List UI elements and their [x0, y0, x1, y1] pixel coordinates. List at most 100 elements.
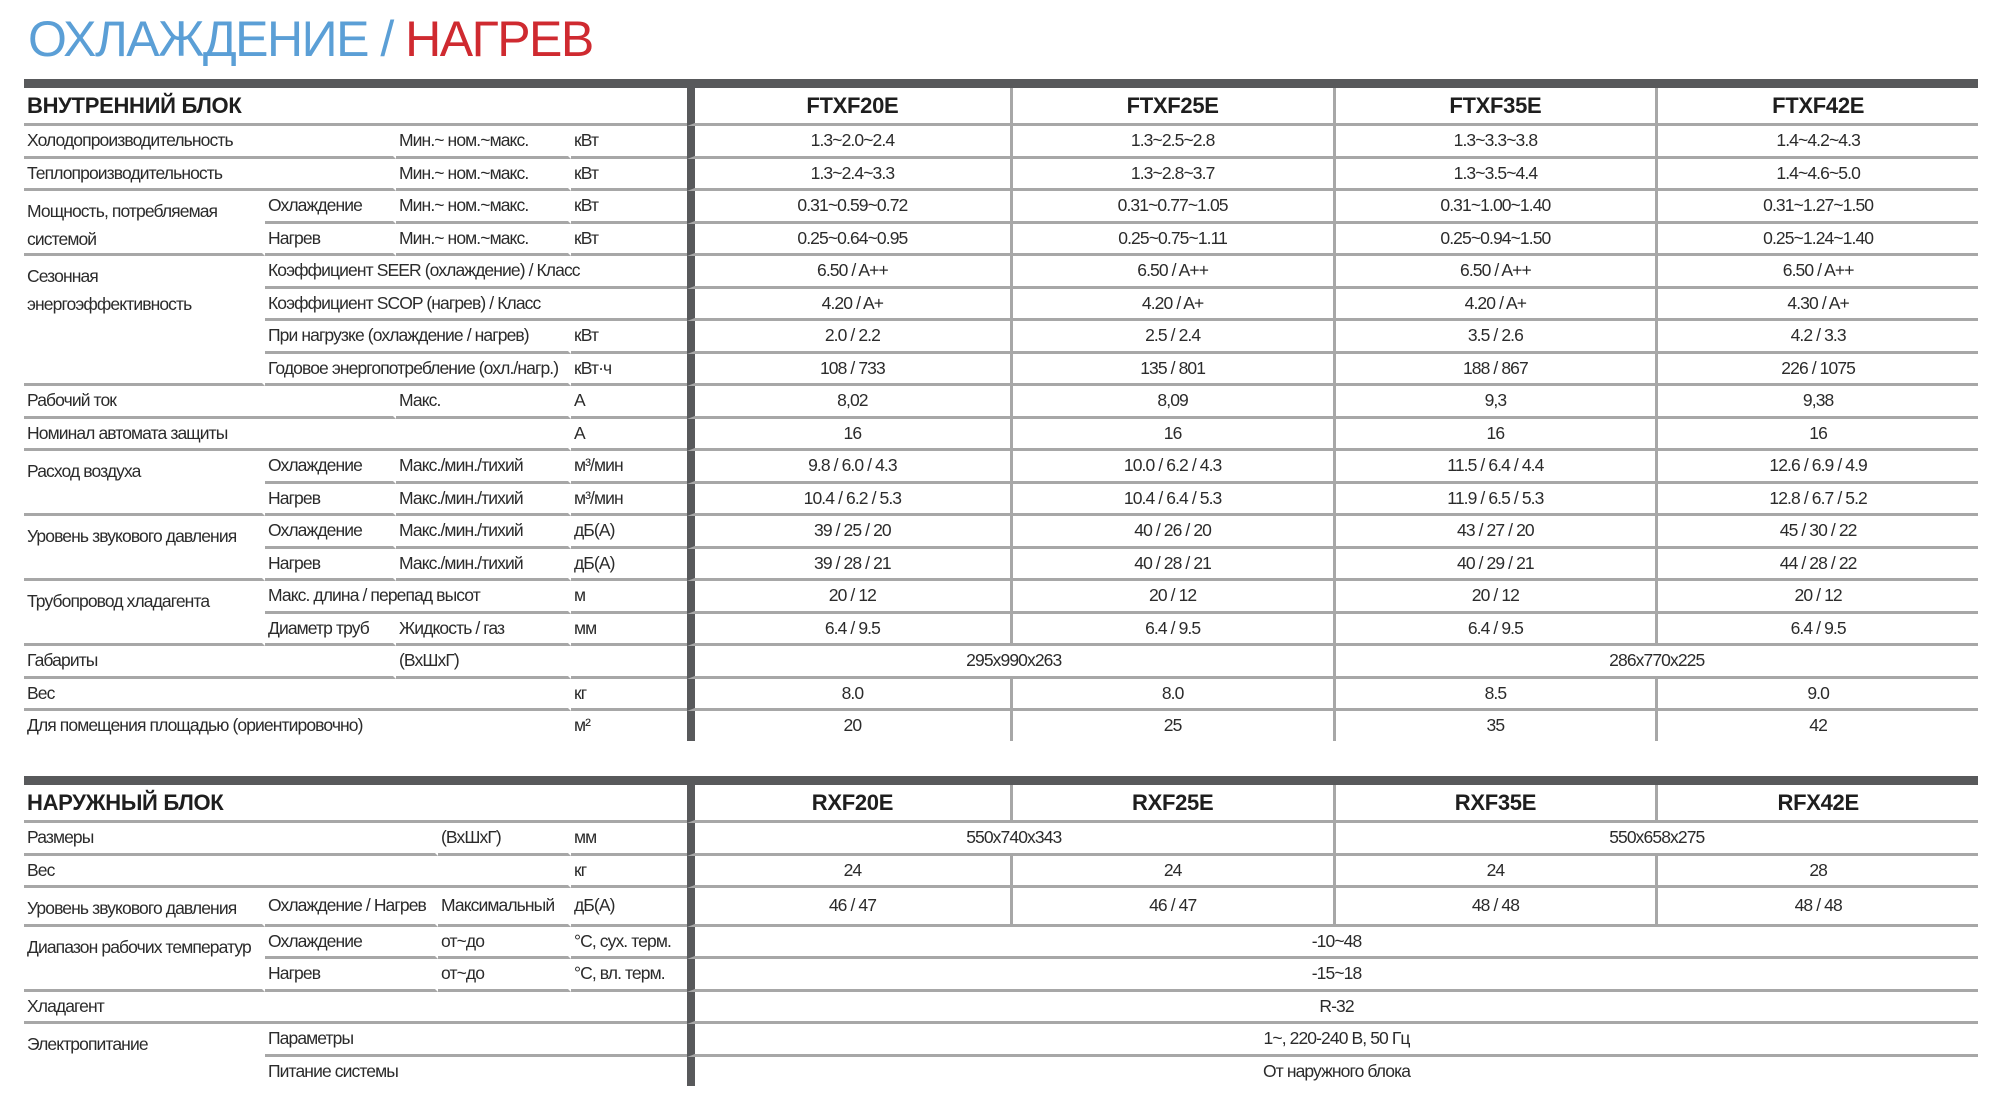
table-row: Диапазон рабочих температур Охлаждение от~…	[24, 926, 1979, 992]
value-cell: 9.0	[1655, 678, 1979, 711]
table-row: Нагрев от~до °C, вл. терм. -15~18	[24, 959, 1979, 992]
unit-label	[571, 646, 688, 679]
header-row: НАРУЖНЫЙ БЛОК RXF20E RXF25E RXF35E RFX42E	[24, 785, 1979, 823]
value-cell: 9,3	[1332, 386, 1656, 419]
value-cell: 226 / 1075	[1655, 353, 1979, 386]
value-cell: 6.50 / A++	[1332, 256, 1656, 289]
value-cell: 4.20 / A+	[1009, 288, 1333, 321]
group-label: Сезонная энергоэффективность	[24, 256, 265, 386]
value-cell: 1~, 220-240 В, 50 Гц	[687, 1024, 1979, 1057]
outdoor-spec-table: НАРУЖНЫЙ БЛОК RXF20E RXF25E RXF35E RFX42E Раз…	[24, 785, 1979, 1086]
value-cell: 48 / 48	[1332, 888, 1656, 927]
value-cell: 6.50 / A++	[687, 256, 1010, 289]
unit-label: мм	[571, 823, 688, 856]
qualifier-label: (ВхШхГ)	[438, 823, 571, 856]
qualifier-label: Макс./мин./тихий	[396, 451, 571, 484]
value-cell: 25	[1009, 711, 1333, 741]
value-cell: 188 / 867	[1332, 353, 1656, 386]
value-cell: -10~48	[687, 926, 1979, 959]
unit-label: м³/мин	[571, 484, 688, 516]
qualifier-label: Мин.~ ном.~макс.	[396, 126, 571, 159]
value-cell: 9.8 / 6.0 / 4.3	[687, 451, 1010, 484]
value-cell: 135 / 801	[1009, 353, 1333, 386]
qualifier-label: Максимальный	[438, 888, 571, 927]
model-name: FTXF25E	[1009, 88, 1333, 126]
table-row: Нагрев Макс./мин./тихий дБ(А) 39 / 28 / 21 4…	[24, 548, 1979, 581]
table-row: Трубопровод хладагента Макс. длина / пере…	[24, 581, 1979, 646]
unit-label: кВт	[571, 191, 688, 224]
value-cell: 0.25~0.75~1.11	[1009, 223, 1333, 256]
value-cell: 1.3~2.5~2.8	[1009, 126, 1333, 159]
value-cell: 16	[1332, 418, 1656, 451]
section-bar	[24, 79, 1978, 88]
param-label: Размеры	[24, 823, 438, 856]
table-row: Нагрев Макс./мин./тихий м³/мин 10.4 / 6.2 /…	[24, 483, 1979, 516]
value-cell: 8.0	[687, 678, 1010, 711]
value-cell: 6.4 / 9.5	[1332, 613, 1656, 646]
value-cell: 40 / 29 / 21	[1332, 548, 1656, 581]
value-cell: 45 / 30 / 22	[1655, 516, 1979, 549]
value-cell: 8.5	[1332, 678, 1656, 711]
value-cell: 48 / 48	[1655, 888, 1979, 927]
value-cell: 1.4~4.2~4.3	[1655, 126, 1979, 159]
sub-label: Диаметр труб	[265, 613, 396, 646]
sub-label: Коэффициент SEER (охлаждение) / Класс	[265, 256, 688, 289]
table-row: Вес кг 24 24 24 28	[24, 855, 1979, 888]
value-cell: 24	[687, 855, 1010, 888]
sub-label: Нагрев	[265, 483, 396, 516]
outdoor-unit-section: НАРУЖНЫЙ БЛОК RXF20E RXF25E RXF35E RFX42E Раз…	[24, 776, 1979, 1086]
table-row: Нагрев Мин.~ ном.~макс. кВт 0.25~0.64~0.95 0…	[24, 223, 1979, 256]
sub-label: Коэффициент SCOP (нагрев) / Класс	[265, 289, 688, 321]
model-name: RXF20E	[687, 785, 1010, 823]
value-cell: 46 / 47	[687, 888, 1010, 927]
unit-label: дБ(А)	[571, 549, 688, 581]
value-cell: 1.3~3.3~3.8	[1332, 126, 1656, 159]
sub-label: Охлаждение	[265, 926, 438, 959]
value-cell: 43 / 27 / 20	[1332, 516, 1656, 549]
table-row: Вес кг 8.0 8.0 8.5 9.0	[24, 678, 1979, 711]
value-cell: 39 / 28 / 21	[687, 548, 1010, 581]
sub-label: Охлаждение	[265, 451, 396, 484]
group-label: Диапазон рабочих температур	[24, 926, 265, 992]
value-cell: 286x770x225	[1332, 646, 1979, 679]
value-cell: 39 / 25 / 20	[687, 516, 1010, 549]
value-cell: 35	[1332, 711, 1656, 741]
unit-label: кВт	[571, 159, 688, 191]
table-row: Для помещения площадью (ориентировочно) м…	[24, 711, 1978, 741]
value-cell: -15~18	[687, 959, 1979, 992]
value-cell: R-32	[687, 991, 1979, 1024]
table-row: Коэффициент SCOP (нагрев) / Класс 4.20 / …	[24, 288, 1979, 321]
model-name: RFX42E	[1655, 785, 1979, 823]
table-row: Уровень звукового давления Охлаждение / Н…	[24, 888, 1979, 927]
qualifier-label: от~до	[438, 959, 571, 992]
value-cell: 44 / 28 / 22	[1655, 548, 1979, 581]
value-cell: 12.8 / 6.7 / 5.2	[1655, 483, 1979, 516]
indoor-unit-section: ВНУТРЕННИЙ БЛОК FTXF20E FTXF25E FTXF35E FTXF…	[24, 79, 1979, 741]
value-cell: 6.50 / A++	[1009, 256, 1333, 289]
value-cell: 20	[687, 711, 1010, 741]
group-label: Уровень звукового давления	[24, 516, 265, 581]
value-cell: 8,09	[1009, 386, 1333, 419]
unit-label: кг	[571, 856, 688, 888]
unit-label: м³/мин	[571, 451, 688, 484]
sub-label: Охлаждение / Нагрев	[265, 888, 438, 927]
value-cell: 295x990x263	[687, 646, 1333, 679]
qualifier-label: Макс./мин./тихий	[396, 516, 571, 549]
sub-label: Нагрев	[265, 548, 396, 581]
value-cell: 10.0 / 6.2 / 4.3	[1009, 451, 1333, 484]
table-row: Габариты (ВхШхГ) 295x990x263 286x770x225	[24, 646, 1979, 679]
title-separator: /	[380, 11, 394, 67]
table-row: Сезонная энергоэффективность Коэффициент …	[24, 256, 1979, 386]
qualifier-label: Жидкость / газ	[396, 613, 571, 646]
table-row: Электропитание Параметры 1~, 220-240 В, 50…	[24, 1024, 1979, 1086]
table-row: Расход воздуха Охлаждение Макс./мин./тихий…	[24, 451, 1979, 516]
param-label: Рабочий ток	[24, 386, 396, 419]
table-row: Размеры (ВхШхГ) мм 550x740x343 550x658x275	[24, 823, 1979, 856]
value-cell: 40 / 26 / 20	[1009, 516, 1333, 549]
param-label: Вес	[24, 855, 571, 888]
qualifier-label: Мин.~ ном.~макс.	[396, 158, 571, 191]
title-cooling: ОХЛАЖДЕНИЕ	[28, 11, 369, 67]
value-cell: 16	[687, 418, 1010, 451]
group-label: Расход воздуха	[24, 451, 265, 516]
value-cell: 9,38	[1655, 386, 1979, 419]
